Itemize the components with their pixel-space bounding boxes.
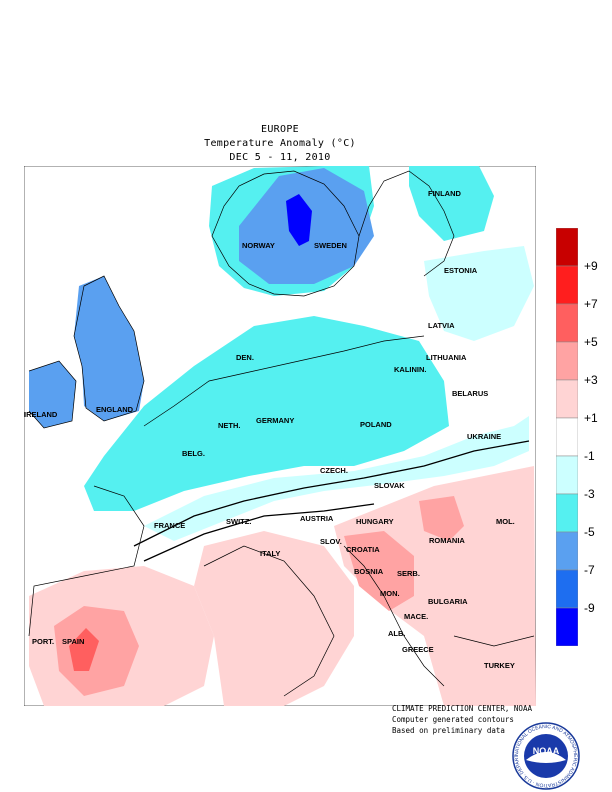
label-slovak: SLOVAK (374, 481, 405, 490)
anomaly-map: FINLAND NORWAY SWEDEN ESTONIA LATVIA LIT… (24, 166, 536, 706)
noaa-logo: NATIONAL OCEANIC AND ATMOSPHERIC ADMINIS… (508, 722, 580, 790)
legend-label-8: -7 (584, 563, 595, 577)
label-den: DEN. (236, 353, 254, 362)
color-legend (556, 228, 578, 646)
legend-label-5: -1 (584, 449, 595, 463)
label-turkey: TURKEY (484, 661, 515, 670)
legend-label-9: -9 (584, 601, 595, 615)
legend-label-7: -5 (584, 525, 595, 539)
legend-swatch-8 (556, 531, 578, 571)
shade-cool-baltics (424, 246, 534, 341)
label-austria: AUSTRIA (300, 514, 334, 523)
label-england: ENGLAND (96, 405, 134, 414)
label-greece: GREECE (402, 645, 434, 654)
shade-cold-central (84, 316, 449, 511)
shade-warmer-croatia (344, 531, 414, 611)
legend-swatch-4 (556, 379, 578, 419)
legend-swatch-5 (556, 417, 578, 457)
zero-contour (133, 440, 530, 562)
shade-cool-band (144, 416, 529, 541)
label-lithuania: LITHUANIA (426, 353, 467, 362)
legend-label-4: +1 (584, 411, 598, 425)
label-czech: CZECH. (320, 466, 348, 475)
map-title: EUROPE (261, 124, 299, 135)
legend-label-3: +3 (584, 373, 598, 387)
shade-warm-italy (194, 531, 354, 706)
shade-warm-balkans (334, 466, 536, 706)
legend-label-0: +9 (584, 259, 598, 273)
credit-line-3: Based on preliminary data (392, 726, 505, 735)
map-date-range: DEC 5 - 11, 2010 (229, 152, 331, 163)
label-serb: SERB. (397, 569, 420, 578)
label-ukraine: UKRAINE (467, 432, 501, 441)
shade-warmest-spain (69, 628, 99, 671)
label-ireland: IRELAND (24, 410, 58, 419)
label-poland: POLAND (360, 420, 392, 429)
legend-label-1: +7 (584, 297, 598, 311)
coastlines (28, 170, 535, 697)
label-france: FRANCE (154, 521, 185, 530)
logo-bird-icon (526, 752, 566, 763)
label-mon: MON. (380, 589, 400, 598)
legend-label-2: +5 (584, 335, 598, 349)
legend-swatch-9 (556, 569, 578, 609)
legend-swatch-1 (556, 265, 578, 305)
legend-swatch-6 (556, 455, 578, 495)
label-belg: BELG. (182, 449, 205, 458)
legend-swatch-7 (556, 493, 578, 533)
legend-swatch-0 (556, 228, 578, 267)
label-norway: NORWAY (242, 241, 275, 250)
label-germany: GERMANY (256, 416, 294, 425)
legend-label-6: -3 (584, 487, 595, 501)
label-kalinin: KALININ. (394, 365, 427, 374)
label-mol: MOL. (496, 517, 515, 526)
legend-swatch-10 (556, 607, 578, 646)
shade-warmer-spain (54, 606, 139, 696)
label-alb: ALB. (388, 629, 406, 638)
label-mace: MACE. (404, 612, 428, 621)
legend-swatch-2 (556, 303, 578, 343)
shade-cold-finland (409, 166, 494, 241)
label-neth: NETH. (218, 421, 241, 430)
label-latvia: LATVIA (428, 321, 455, 330)
label-finland: FINLAND (428, 189, 461, 198)
label-spain: SPAIN (62, 637, 84, 646)
shade-coldest-sweden (286, 194, 312, 246)
label-switz: SWITZ. (226, 517, 251, 526)
shade-warmer-romania (419, 496, 464, 541)
label-sweden: SWEDEN (314, 241, 347, 250)
shade-cold-ireland (29, 361, 76, 428)
legend-swatch-3 (556, 341, 578, 381)
label-croatia: CROATIA (346, 545, 380, 554)
label-hungary: HUNGARY (356, 517, 394, 526)
label-italy: ITALY (260, 549, 280, 558)
shade-cold-uk (74, 276, 144, 421)
label-belarus: BELARUS (452, 389, 488, 398)
label-romania: ROMANIA (429, 536, 465, 545)
map-subtitle: Temperature Anomaly (°C) (204, 138, 356, 149)
label-bosnia: BOSNIA (354, 567, 384, 576)
label-port: PORT. (32, 637, 54, 646)
label-slov: SLOV. (320, 537, 342, 546)
credit-line-1: CLIMATE PREDICTION CENTER, NOAA (392, 704, 532, 713)
credit-line-2: Computer generated contours (392, 715, 514, 724)
logo-text: NOAA (533, 746, 560, 756)
label-estonia: ESTONIA (444, 266, 478, 275)
label-bulgaria: BULGARIA (428, 597, 468, 606)
